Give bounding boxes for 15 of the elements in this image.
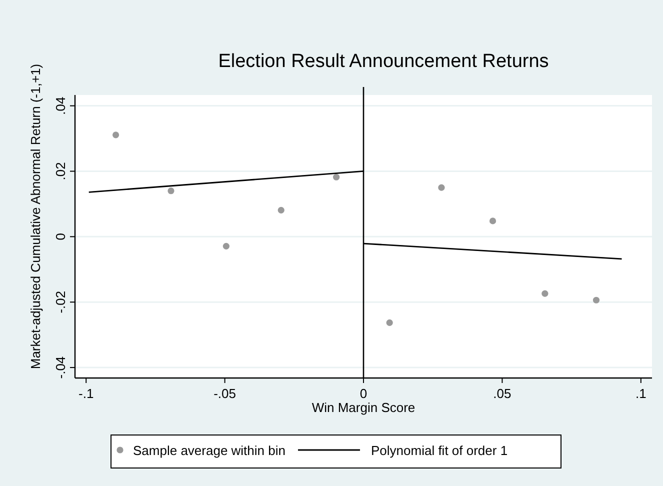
legend-label: Polynomial fit of order 1 [371, 443, 508, 458]
x-tick-label: .05 [493, 386, 512, 401]
y-tick-label: .02 [53, 162, 68, 180]
legend-label: Sample average within bin [133, 443, 286, 458]
y-tick-label: 0 [53, 233, 68, 240]
y-tick-label: -.02 [53, 290, 68, 314]
x-tick-label: .1 [635, 386, 646, 401]
y-tick-label: -.04 [53, 356, 68, 379]
y-axis-title: Market-adjusted Cumulative Abnormal Return (-1,+1) [28, 64, 43, 370]
x-axis-title: Win Margin Score [312, 400, 416, 415]
chart-title: Election Result Announcement Returns [218, 51, 549, 72]
x-tick-label: -.1 [78, 386, 94, 401]
y-tick-label: .04 [53, 96, 68, 115]
x-tick-label: 0 [360, 386, 368, 401]
x-tick-label: -.05 [214, 386, 236, 401]
